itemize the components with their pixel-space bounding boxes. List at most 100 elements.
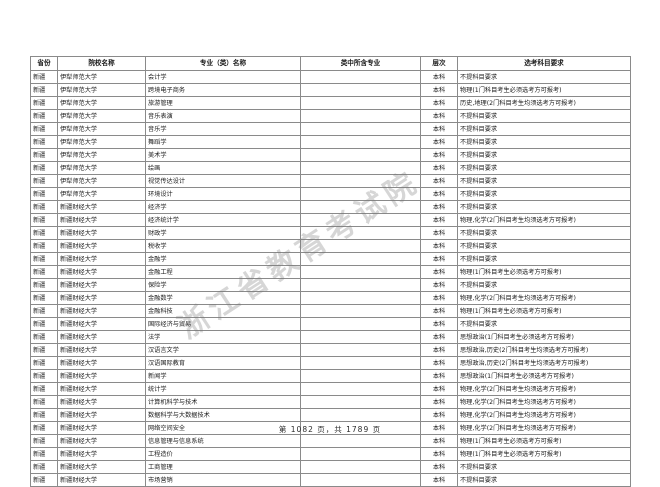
cell-school: 新疆财经大学 (57, 200, 146, 214)
table-row: 新疆 新疆财经大学 法学 本科 思想政治(1门科目考生必须选考方可报考) (30, 330, 631, 344)
cell-level: 本科 (420, 83, 458, 97)
cell-school: 新疆财经大学 (57, 317, 146, 331)
cell-major: 音乐表演 (145, 109, 301, 123)
cell-subject-requirement: 不提科目要求 (457, 109, 631, 123)
cell-subject-requirement: 历史,地理(2门科目考生均须选考方可报考) (457, 96, 631, 110)
cell-province: 新疆 (30, 83, 58, 97)
cell-school: 伊犁师范大学 (57, 135, 146, 149)
cell-major: 音乐学 (145, 122, 301, 136)
cell-major: 保险学 (145, 278, 301, 292)
cell-level: 本科 (420, 174, 458, 188)
cell-school: 伊犁师范大学 (57, 161, 146, 175)
cell-subject-requirement: 物理(1门科目考生必须选考方可报考) (457, 447, 631, 461)
cell-province: 新疆 (30, 213, 58, 227)
cell-incl (300, 200, 421, 214)
table-row: 新疆 伊犁师范大学 舞蹈学 本科 不提科目要求 (30, 135, 631, 149)
table-row: 新疆 新疆财经大学 统计学 本科 物理,化学(2门科目考生均须选考方可报考) (30, 382, 631, 396)
cell-province: 新疆 (30, 239, 58, 253)
cell-incl (300, 226, 421, 240)
cell-level: 本科 (420, 213, 458, 227)
table-row: 新疆 新疆财经大学 网络空间安全 本科 物理,化学(2门科目考生均须选考方可报考) (30, 421, 631, 435)
cell-level: 本科 (420, 356, 458, 370)
cell-major: 计算机科学与技术 (145, 395, 301, 409)
cell-subject-requirement: 不提科目要求 (457, 122, 631, 136)
cell-level: 本科 (420, 187, 458, 201)
cell-incl (300, 369, 421, 383)
cell-incl (300, 291, 421, 305)
cell-province: 新疆 (30, 226, 58, 240)
table-row: 新疆 新疆财经大学 经济学 本科 不提科目要求 (30, 200, 631, 214)
cell-level: 本科 (420, 408, 458, 422)
table-row: 新疆 新疆财经大学 新闻学 本科 思想政治(1门科目考生必须选考方可报考) (30, 369, 631, 383)
cell-level: 本科 (420, 330, 458, 344)
table-row: 新疆 新疆财经大学 计算机科学与技术 本科 物理,化学(2门科目考生均须选考方可报考) (30, 395, 631, 409)
cell-major: 税收学 (145, 239, 301, 253)
cell-major: 新闻学 (145, 369, 301, 383)
cell-incl (300, 109, 421, 123)
table-row: 新疆 新疆财经大学 经济统计学 本科 物理,化学(2门科目考生均须选考方可报考) (30, 213, 631, 227)
cell-level: 本科 (420, 239, 458, 253)
cell-incl (300, 278, 421, 292)
cell-incl (300, 122, 421, 136)
cell-major: 汉语国际教育 (145, 356, 301, 370)
cell-level: 本科 (420, 96, 458, 110)
cell-province: 新疆 (30, 395, 58, 409)
cell-level: 本科 (420, 382, 458, 396)
cell-province: 新疆 (30, 161, 58, 175)
table-row: 新疆 伊犁师范大学 视觉传达设计 本科 不提科目要求 (30, 174, 631, 188)
cell-school: 新疆财经大学 (57, 330, 146, 344)
cell-province: 新疆 (30, 447, 58, 461)
cell-subject-requirement: 不提科目要求 (457, 473, 631, 487)
cell-level: 本科 (420, 278, 458, 292)
table-row: 新疆 伊犁师范大学 旅游管理 本科 历史,地理(2门科目考生均须选考方可报考) (30, 96, 631, 110)
cell-level: 本科 (420, 304, 458, 318)
cell-subject-requirement: 不提科目要求 (457, 70, 631, 84)
cell-subject-requirement: 物理,化学(2门科目考生均须选考方可报考) (457, 291, 631, 305)
cell-province: 新疆 (30, 174, 58, 188)
column-header-level: 层次 (420, 56, 458, 71)
cell-province: 新疆 (30, 473, 58, 487)
cell-school: 伊犁师范大学 (57, 83, 146, 97)
cell-incl (300, 447, 421, 461)
cell-province: 新疆 (30, 122, 58, 136)
cell-incl (300, 252, 421, 266)
table-row: 新疆 伊犁师范大学 音乐表演 本科 不提科目要求 (30, 109, 631, 123)
cell-school: 伊犁师范大学 (57, 148, 146, 162)
cell-major: 统计学 (145, 382, 301, 396)
cell-province: 新疆 (30, 252, 58, 266)
cell-school: 伊犁师范大学 (57, 187, 146, 201)
cell-subject-requirement: 不提科目要求 (457, 187, 631, 201)
cell-subject-requirement: 不提科目要求 (457, 239, 631, 253)
cell-major: 金融数学 (145, 291, 301, 305)
table-row: 新疆 新疆财经大学 汉语言文学 本科 思想政治,历史(2门科目考生均须选考方可报考) (30, 343, 631, 357)
column-header-included-majors: 类中所含专业 (300, 56, 421, 71)
cell-incl (300, 343, 421, 357)
table-row: 新疆 伊犁师范大学 音乐学 本科 不提科目要求 (30, 122, 631, 136)
table-row: 新疆 新疆财经大学 税收学 本科 不提科目要求 (30, 239, 631, 253)
cell-subject-requirement: 物理(1门科目考生必须选考方可报考) (457, 83, 631, 97)
cell-subject-requirement: 不提科目要求 (457, 200, 631, 214)
cell-level: 本科 (420, 226, 458, 240)
cell-subject-requirement: 物理(1门科目考生必须选考方可报考) (457, 304, 631, 318)
cell-province: 新疆 (30, 434, 58, 448)
cell-major: 环境设计 (145, 187, 301, 201)
table-row: 新疆 新疆财经大学 金融科技 本科 物理(1门科目考生必须选考方可报考) (30, 304, 631, 318)
column-header-subject-requirement: 选考科目要求 (457, 56, 631, 71)
cell-subject-requirement: 不提科目要求 (457, 148, 631, 162)
cell-major: 法学 (145, 330, 301, 344)
cell-subject-requirement: 不提科目要求 (457, 226, 631, 240)
cell-school: 新疆财经大学 (57, 447, 146, 461)
cell-school: 新疆财经大学 (57, 213, 146, 227)
cell-school: 新疆财经大学 (57, 356, 146, 370)
cell-incl (300, 356, 421, 370)
cell-subject-requirement: 思想政治(1门科目考生必须选考方可报考) (457, 330, 631, 344)
cell-subject-requirement: 不提科目要求 (457, 174, 631, 188)
cell-province: 新疆 (30, 135, 58, 149)
cell-major: 国际经济与贸易 (145, 317, 301, 331)
cell-major: 绘画 (145, 161, 301, 175)
column-header-province: 省份 (30, 56, 58, 71)
table-row: 新疆 新疆财经大学 财政学 本科 不提科目要求 (30, 226, 631, 240)
cell-school: 新疆财经大学 (57, 395, 146, 409)
cell-province: 新疆 (30, 369, 58, 383)
cell-incl (300, 265, 421, 279)
